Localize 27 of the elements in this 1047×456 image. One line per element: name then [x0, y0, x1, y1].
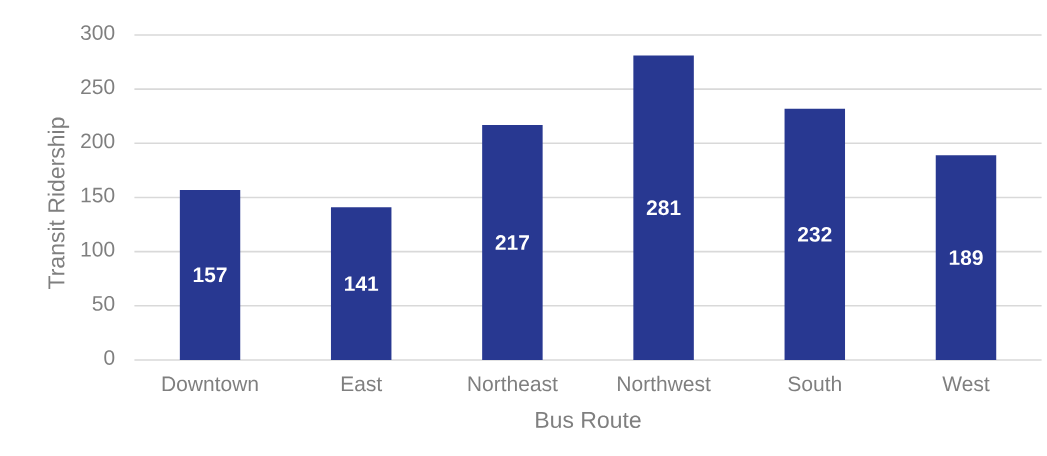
data-label: 217 [495, 235, 529, 250]
data-label: 232 [798, 226, 832, 242]
y-tick-label: 150 [81, 187, 115, 203]
x-tick-label: Downtown [162, 376, 258, 392]
data-label: 141 [345, 276, 379, 291]
bar [179, 189, 241, 360]
y-tick-label: 0 [104, 350, 115, 365]
x-axis-title: Bus Route [536, 411, 641, 429]
bar [482, 124, 543, 360]
y-tick-label: 250 [81, 79, 115, 95]
data-label: 189 [949, 250, 983, 266]
x-tick-label: West [942, 376, 990, 392]
x-tick-label: Northwest [618, 375, 711, 392]
y-axis-title: Transit Ridership [47, 117, 70, 289]
y-tick-label: 100 [81, 241, 115, 257]
bar [330, 207, 392, 360]
data-label: 281 [646, 200, 681, 216]
x-tick-label: South [788, 375, 841, 392]
data-label: 157 [193, 267, 227, 283]
y-tick-label: 50 [92, 295, 115, 311]
x-tick-label: Northeast [468, 375, 558, 392]
y-tick-label: 300 [80, 25, 115, 40]
x-tick-label: East [341, 376, 383, 392]
y-tick-label: 200 [81, 133, 115, 149]
bar [633, 55, 694, 360]
bar [935, 155, 997, 360]
bar [784, 108, 846, 360]
